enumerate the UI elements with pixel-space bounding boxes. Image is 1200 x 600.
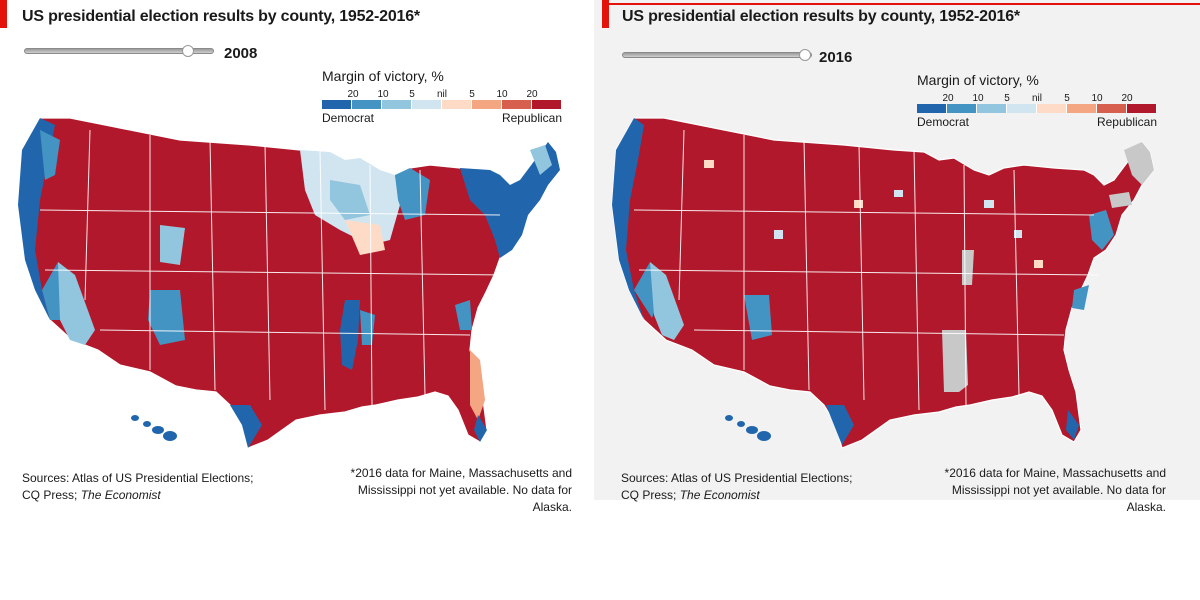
- legend-democrat-label: Democrat: [917, 115, 970, 129]
- footnote-line-1: *2016 data for Maine, Massachusetts and: [944, 466, 1166, 480]
- sources-note: Sources: Atlas of US Presidential Electi…: [22, 470, 253, 504]
- maine-no-data: [1124, 142, 1154, 185]
- us-county-map: [17, 117, 561, 449]
- title-accent-bar: [0, 0, 7, 28]
- chart-title: US presidential election results by coun…: [622, 8, 1020, 25]
- massachusetts-no-data: [1109, 192, 1132, 208]
- year-slider[interactable]: [24, 45, 214, 57]
- footnote: *2016 data for Maine, Massachusetts and …: [924, 465, 1166, 516]
- legend-tick: 5: [1004, 93, 1010, 104]
- map-panel-2016: US presidential election results by coun…: [594, 0, 1200, 514]
- legend-republican-label: Republican: [1096, 115, 1157, 129]
- legend-tick: 5: [409, 89, 415, 100]
- legend-tick: 5: [469, 89, 475, 100]
- hawaii: [131, 415, 177, 441]
- year-slider-knob[interactable]: [799, 49, 811, 61]
- legend-tick: nil: [1031, 93, 1043, 104]
- footnote: *2016 data for Maine, Massachusetts and …: [330, 465, 572, 516]
- sources-line-2: CQ Press; The Economist: [22, 488, 161, 502]
- legend-tick: 20: [526, 89, 538, 100]
- chart-title: US presidential election results by coun…: [22, 8, 420, 25]
- footnote-line-2: Mississippi not yet available. No data f…: [357, 483, 572, 514]
- sources-line-2: CQ Press; The Economist: [621, 488, 760, 502]
- legend-tick: 10: [1091, 93, 1103, 104]
- legend-tick: 5: [1064, 93, 1070, 104]
- slider-year-label: 2016: [819, 49, 853, 66]
- legend-tick: 20: [1121, 93, 1133, 104]
- legend-title: Margin of victory, %: [917, 72, 1039, 88]
- legend-tick: 10: [972, 93, 984, 104]
- legend-tick: 10: [496, 89, 508, 100]
- map-panel-2008: US presidential election results by coun…: [0, 0, 592, 514]
- sources-line-1: Sources: Atlas of US Presidential Electi…: [621, 471, 853, 485]
- year-slider-knob[interactable]: [182, 45, 194, 57]
- year-slider[interactable]: [622, 49, 812, 61]
- title-accent-line: [609, 3, 1200, 5]
- slider-year-label: 2008: [224, 45, 258, 62]
- hawaii: [725, 415, 771, 441]
- legend-ticks: 20 10 5 nil 5 10 20: [322, 89, 562, 100]
- footnote-line-2: Mississippi not yet available. No data f…: [951, 483, 1166, 514]
- legend-republican-label: Republican: [501, 111, 562, 125]
- legend-title: Margin of victory, %: [322, 68, 444, 84]
- footnote-line-1: *2016 data for Maine, Massachusetts and: [350, 466, 572, 480]
- legend-tick: 20: [942, 93, 954, 104]
- legend-tick: 10: [377, 89, 389, 100]
- legend-tick: nil: [436, 89, 448, 100]
- mississippi-no-data: [942, 330, 968, 392]
- sources-line-1: Sources: Atlas of US Presidential Electi…: [22, 471, 254, 485]
- legend-ticks: 20 10 5 nil 5 10 20: [917, 93, 1157, 104]
- title-accent-bar: [602, 0, 609, 28]
- legend-color-scale: [917, 104, 1157, 113]
- sources-note: Sources: Atlas of US Presidential Electi…: [621, 470, 852, 504]
- legend-tick: 20: [347, 89, 359, 100]
- legend-color-scale: [322, 100, 562, 109]
- us-county-map: [611, 117, 1155, 449]
- legend-democrat-label: Democrat: [322, 111, 375, 125]
